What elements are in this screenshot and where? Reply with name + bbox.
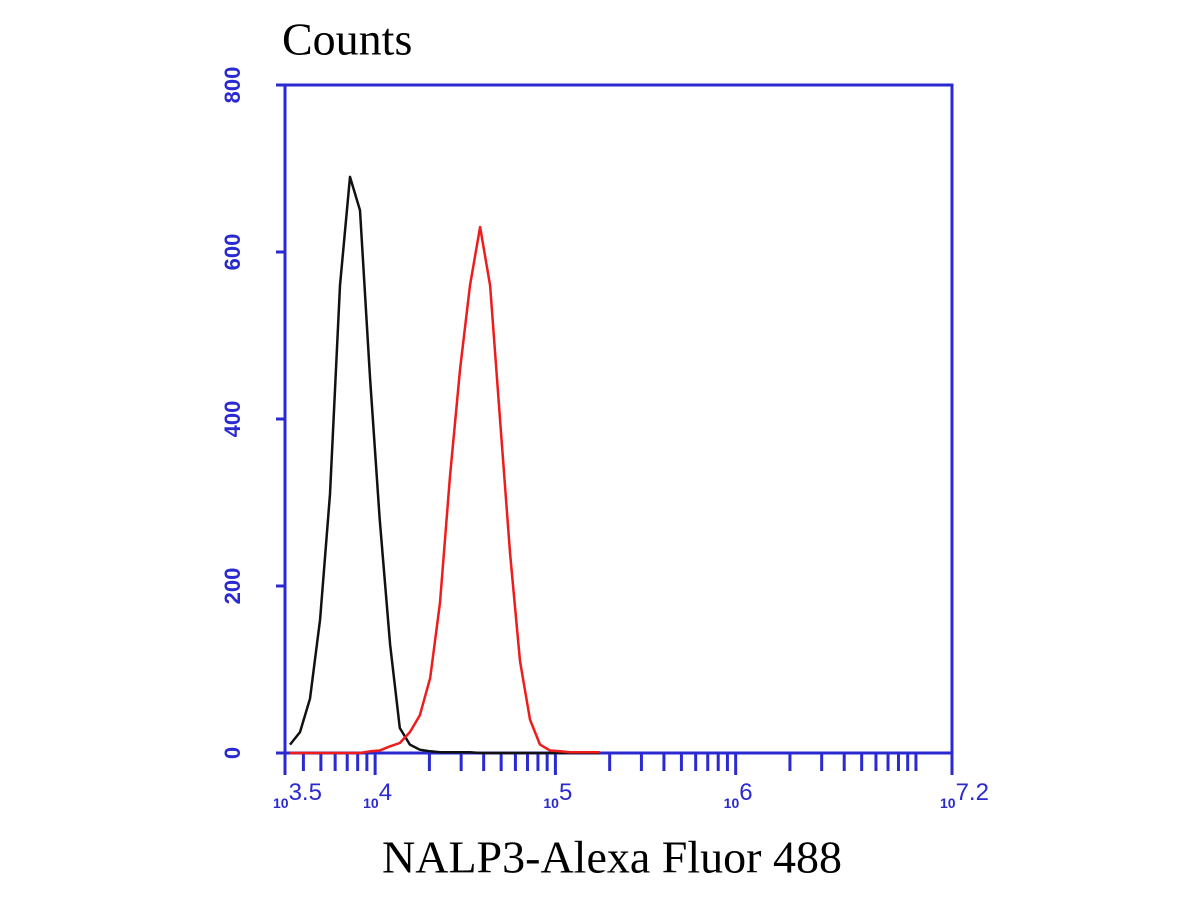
y-tick-label: 200 [220, 568, 245, 605]
y-tick-label: 600 [220, 234, 245, 271]
x-axis-label: NALP3-Alexa Fluor 488 [382, 832, 842, 883]
x-tick-label: 103.5 [273, 779, 322, 810]
y-tick-label: 800 [220, 67, 245, 104]
x-tick-label: 105 [543, 779, 572, 810]
y-tick-label: 0 [220, 747, 245, 759]
y-axis-label: Counts [282, 14, 412, 65]
x-tick-label: 107.2 [940, 779, 989, 810]
x-tick-label: 106 [724, 779, 753, 810]
plot-frame [283, 83, 954, 755]
series-line [289, 175, 601, 755]
y-tick-label: 400 [220, 401, 245, 438]
x-tick-label: 104 [363, 779, 392, 810]
series-line [290, 225, 601, 755]
